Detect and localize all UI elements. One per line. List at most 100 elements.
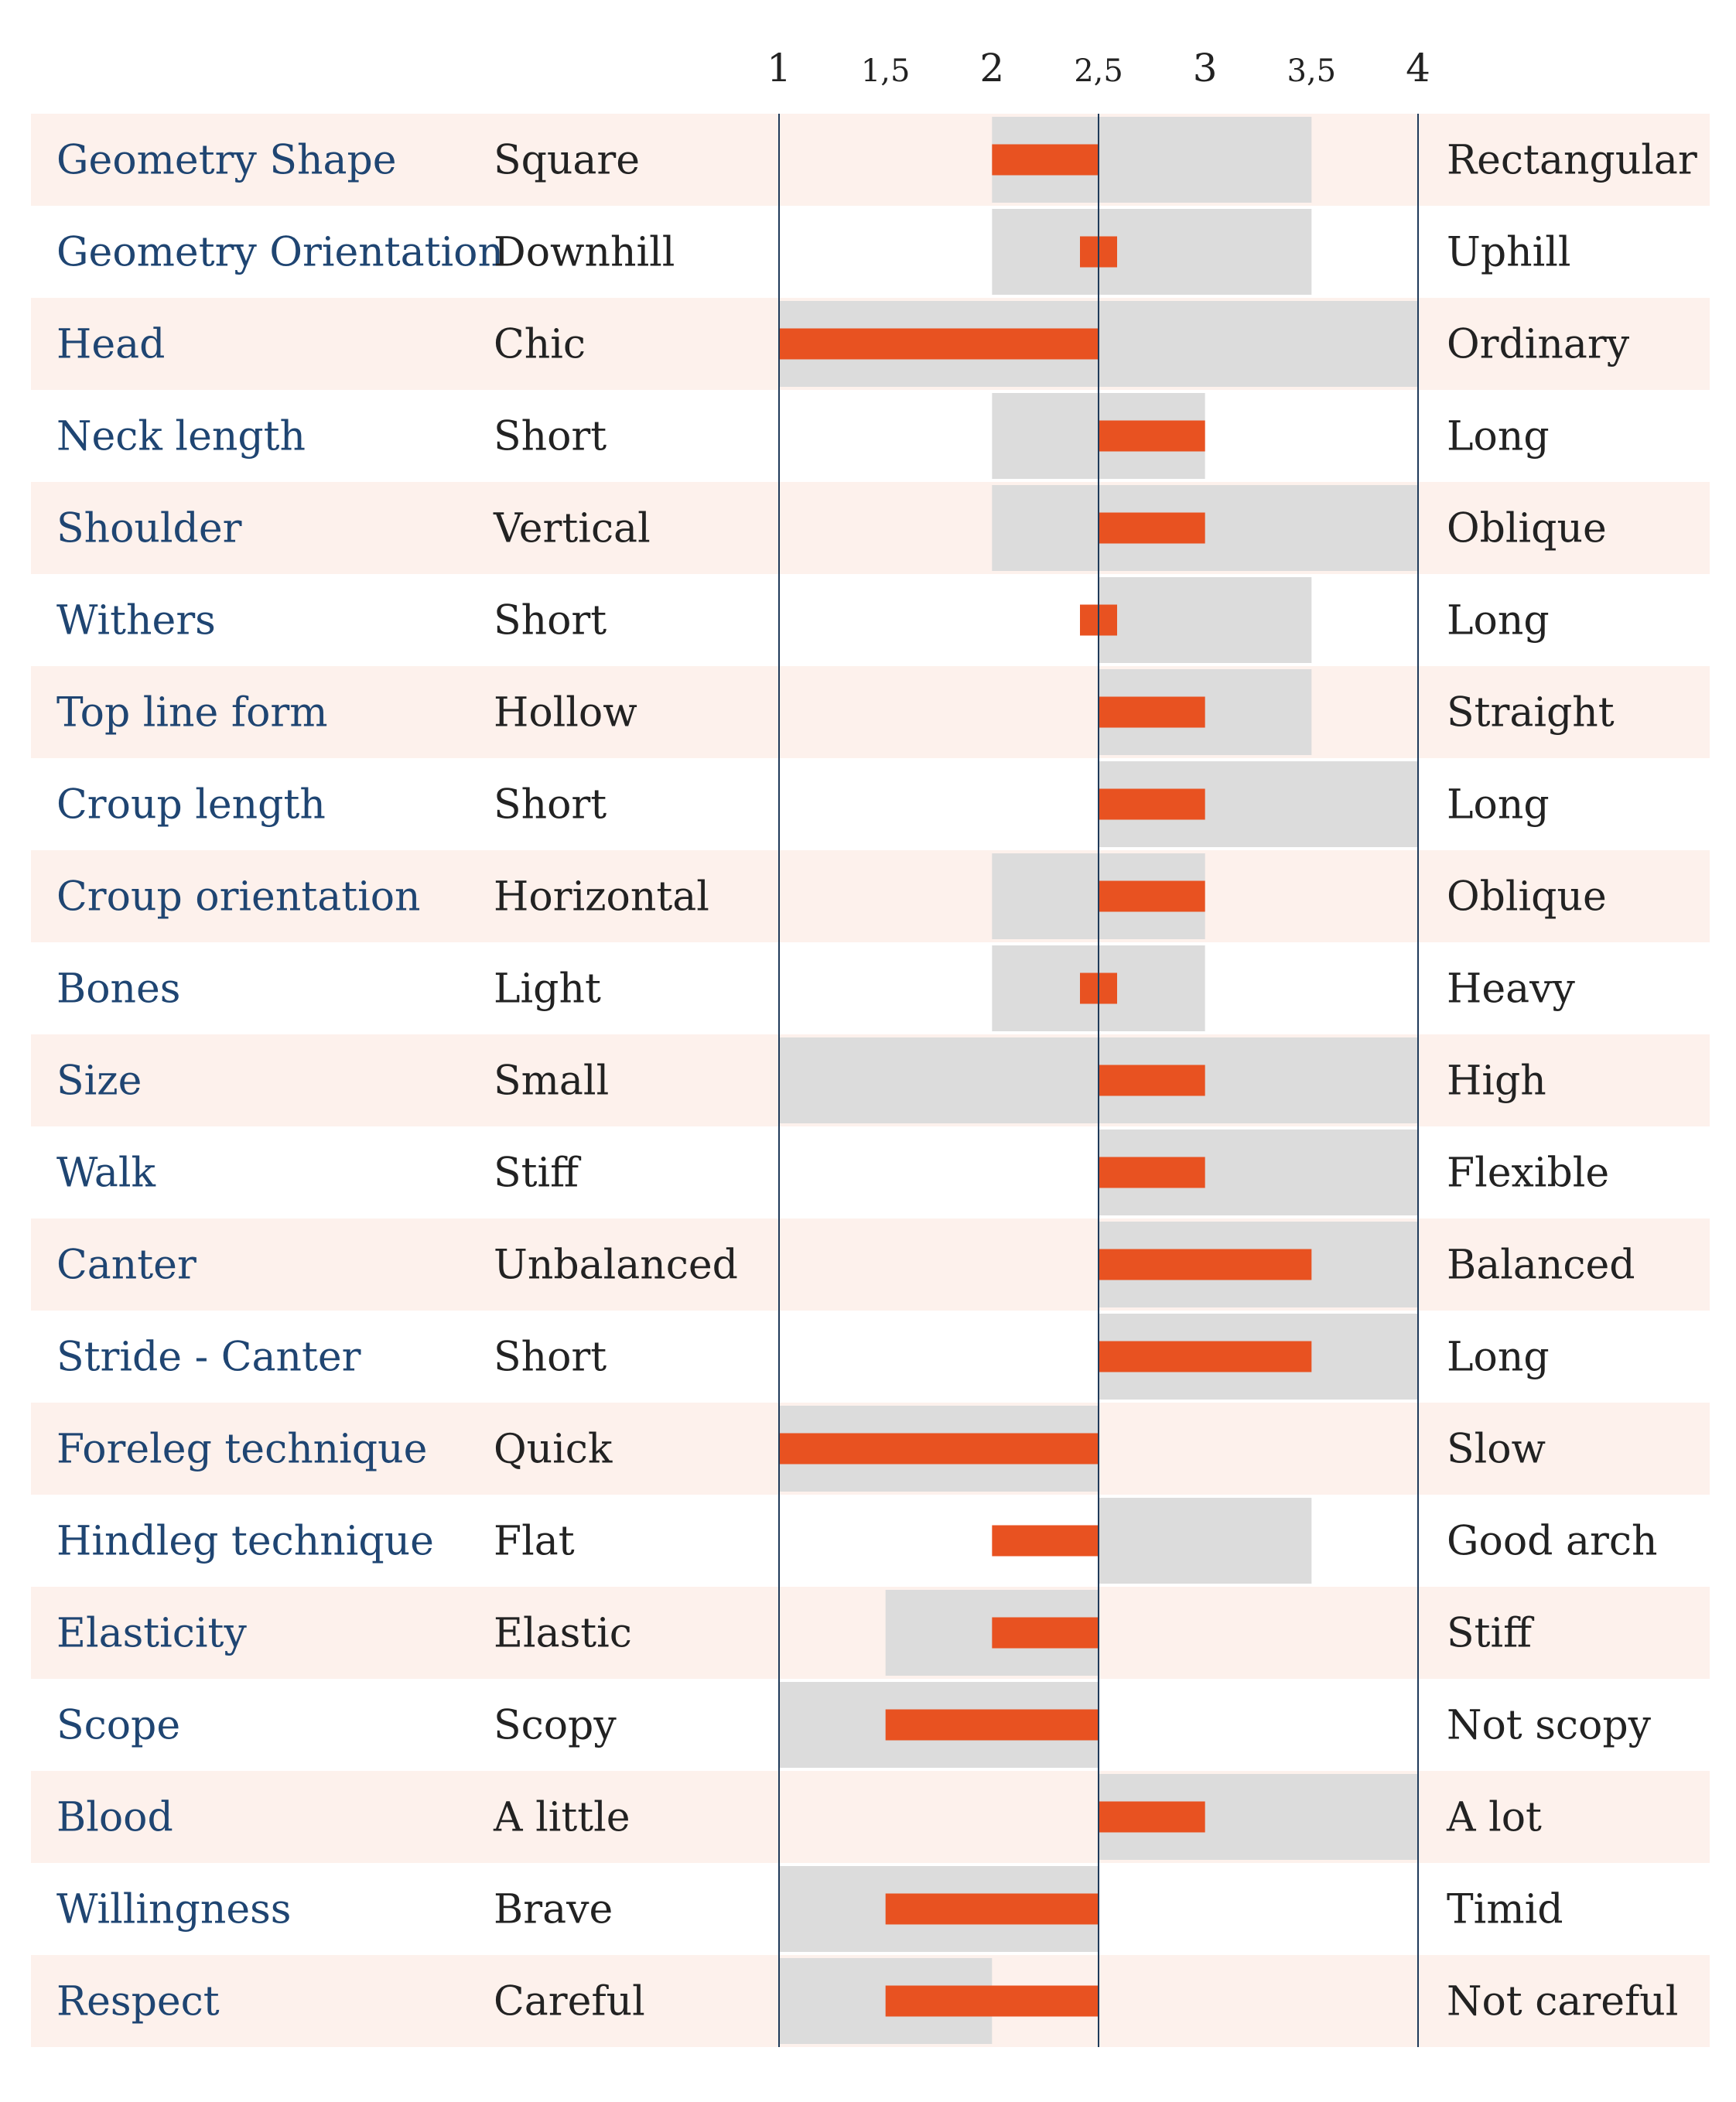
x-tick-label: 2,5 [1074, 53, 1123, 89]
high-end-label: Not careful [1447, 1979, 1678, 2025]
trait-label: Bones [56, 966, 180, 1013]
value-bar [779, 1433, 1099, 1465]
axis-lines [778, 114, 1419, 2047]
value-bar [1099, 1157, 1205, 1188]
low-end-label: Hollow [494, 690, 637, 737]
low-end-label: Careful [494, 1979, 645, 2025]
low-end-label: A little [493, 1795, 630, 1841]
range-band [1099, 577, 1312, 663]
value-bar [1099, 788, 1205, 820]
high-end-label: Long [1447, 598, 1550, 644]
trait-label: Geometry Orientation [56, 230, 504, 276]
low-end-label: Square [494, 138, 640, 184]
value-bar [1099, 1065, 1205, 1096]
high-end-label: Long [1447, 414, 1550, 460]
value-bar [992, 144, 1099, 176]
high-end-label: Heavy [1447, 966, 1576, 1013]
high-end-label: Flexible [1447, 1150, 1609, 1197]
value-bar [992, 1617, 1099, 1649]
low-end-label: Flat [494, 1519, 575, 1565]
high-end-label: Long [1447, 782, 1550, 829]
trait-label: Willingness [56, 1887, 291, 1933]
value-bar [1099, 696, 1205, 728]
value-bar [1099, 1341, 1312, 1372]
high-end-label: A lot [1446, 1795, 1542, 1841]
trait-label: Canter [56, 1242, 196, 1289]
low-end-label: Stiff [494, 1150, 582, 1197]
x-tick-label: 1,5 [861, 53, 911, 89]
value-bar [992, 1525, 1099, 1557]
row-background [31, 1587, 1710, 1679]
x-axis-ticks: 1 1,5 2 2,5 3 3,5 4 [767, 46, 1430, 91]
value-bar [1099, 420, 1205, 452]
trait-label: Hindleg technique [56, 1519, 434, 1565]
row-background [31, 1218, 1710, 1311]
value-bar [779, 328, 1099, 360]
low-end-label: Elastic [494, 1611, 632, 1657]
value-bar [885, 1709, 1099, 1741]
high-end-label: Stiff [1447, 1611, 1535, 1657]
high-end-label: Good arch [1447, 1519, 1657, 1565]
trait-label: Size [56, 1058, 142, 1105]
row-background [31, 1771, 1710, 1863]
high-end-label: Timid [1447, 1887, 1563, 1933]
trait-label: Withers [56, 598, 216, 644]
value-bar [885, 1985, 1099, 2017]
high-end-label: Not scopy [1447, 1703, 1652, 1749]
low-end-label: Downhill [494, 230, 675, 276]
trait-label: Stride - Canter [56, 1335, 361, 1381]
high-end-label: Uphill [1447, 230, 1571, 276]
low-end-label: Chic [494, 322, 586, 368]
high-end-label: Long [1447, 1335, 1550, 1381]
x-tick-label: 3 [1193, 46, 1218, 91]
high-end-label: High [1447, 1058, 1546, 1105]
value-bar [1099, 1249, 1312, 1280]
high-end-label: Oblique [1447, 874, 1607, 921]
low-end-label: Scopy [494, 1703, 617, 1749]
row-background [31, 666, 1710, 758]
row-background [31, 114, 1710, 206]
x-tick-label: 3,5 [1287, 53, 1337, 89]
range-band [992, 485, 1418, 571]
low-end-label: Short [494, 782, 607, 829]
trait-label: Top line form [56, 690, 328, 737]
trait-label: Blood [56, 1795, 173, 1841]
trait-label: Foreleg technique [56, 1427, 427, 1473]
x-tick-label: 1 [767, 46, 791, 91]
x-tick-label: 4 [1406, 46, 1430, 91]
low-end-label: Small [494, 1058, 609, 1105]
trait-label: Croup orientation [56, 874, 421, 921]
trait-label: Respect [56, 1979, 220, 2025]
low-end-label: Quick [494, 1427, 613, 1473]
low-end-label: Short [494, 598, 607, 644]
x-tick-label: 2 [979, 46, 1004, 91]
trait-label: Shoulder [56, 506, 242, 552]
trait-label: Geometry Shape [56, 138, 397, 184]
trait-label: Scope [56, 1703, 180, 1749]
low-end-label: Light [494, 966, 601, 1013]
high-end-label: Slow [1447, 1427, 1546, 1473]
trait-label: Croup length [56, 782, 326, 829]
high-end-label: Balanced [1447, 1242, 1635, 1289]
high-end-label: Ordinary [1447, 322, 1630, 368]
row-labels: Geometry Shape Square Rectangular Geometry … [56, 138, 1697, 2025]
trait-label: Elasticity [56, 1611, 247, 1657]
row-background [31, 482, 1710, 574]
low-end-label: Vertical [493, 506, 651, 552]
low-end-label: Short [494, 1335, 607, 1381]
low-end-label: Short [494, 414, 607, 460]
range-band [992, 209, 1312, 295]
value-bar [885, 1893, 1099, 1925]
high-end-label: Rectangular [1447, 138, 1697, 184]
trait-label: Head [56, 322, 165, 368]
high-end-label: Straight [1447, 690, 1615, 737]
low-end-label: Brave [494, 1887, 613, 1933]
value-bar [1099, 880, 1205, 912]
value-bars [779, 144, 1312, 2017]
value-bar [1099, 512, 1205, 544]
trait-label: Walk [56, 1150, 156, 1197]
low-end-label: Horizontal [494, 874, 709, 921]
row-background [31, 850, 1710, 942]
range-band [1099, 1498, 1312, 1584]
